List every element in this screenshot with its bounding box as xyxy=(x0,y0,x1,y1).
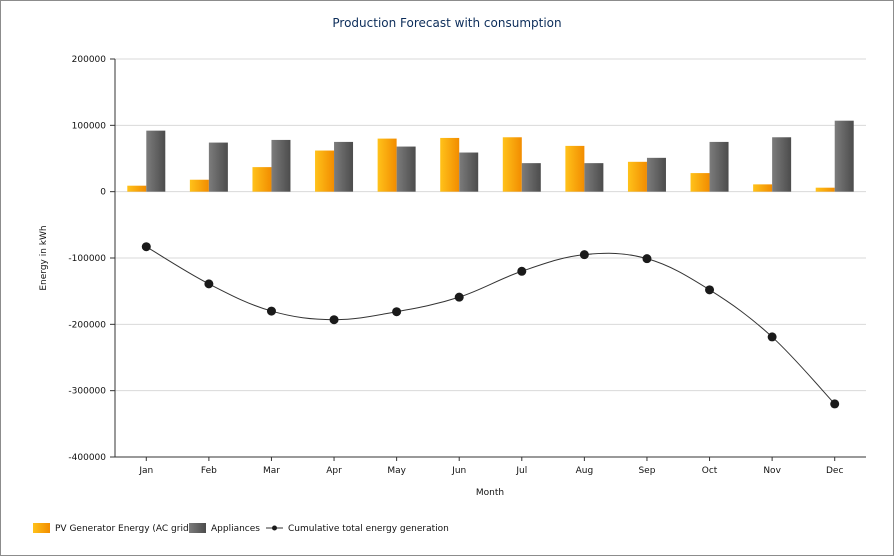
x-tick-label: Oct xyxy=(702,466,718,476)
legend-swatch-point xyxy=(272,525,277,531)
pv-generator-bar xyxy=(627,161,647,192)
axes xyxy=(110,58,866,461)
cumulative-line-group xyxy=(141,242,840,409)
x-tick-label: Nov xyxy=(763,466,781,476)
cumulative-point xyxy=(266,306,276,316)
chart-title: Production Forecast with consumption xyxy=(332,16,562,30)
x-axis-title: Month xyxy=(476,488,504,498)
cumulative-point xyxy=(642,254,652,264)
pv-generator-bar xyxy=(753,184,773,192)
y-tick-label: 100000 xyxy=(72,121,107,131)
cumulative-line xyxy=(146,246,836,405)
appliances-bar xyxy=(709,141,729,192)
cumulative-point xyxy=(517,266,527,276)
x-tick-label: May xyxy=(387,466,406,476)
x-tick-label: Jan xyxy=(138,466,153,476)
y-tick-label: -400000 xyxy=(68,453,106,463)
y-tick-label: -100000 xyxy=(68,254,106,264)
x-tick-label: Apr xyxy=(326,466,342,476)
pv-generator-bar xyxy=(189,179,209,192)
x-tick-label: Feb xyxy=(201,466,217,476)
legend-label-appliances: Appliances xyxy=(211,524,260,534)
pv-generator-bar xyxy=(252,167,272,192)
pv-generator-bar xyxy=(690,173,710,192)
legend: PV Generator Energy (AC grid) Appliances C… xyxy=(33,523,449,534)
pv-generator-bar xyxy=(565,145,585,192)
cumulative-point xyxy=(329,315,339,325)
pv-generator-bar xyxy=(440,137,460,192)
appliances-bar xyxy=(146,130,166,192)
y-tick-label: -200000 xyxy=(68,320,106,330)
gridlines xyxy=(115,58,866,458)
y-tick-label: -300000 xyxy=(68,387,106,397)
x-tick-label: Jul xyxy=(515,466,527,476)
appliances-bar xyxy=(396,146,416,192)
bars-group xyxy=(127,120,854,192)
appliances-bar xyxy=(584,163,604,192)
appliances-bar xyxy=(334,141,354,192)
pv-generator-bar xyxy=(377,138,397,192)
pv-generator-bar xyxy=(127,185,147,192)
y-tick-label: 0 xyxy=(100,188,106,198)
legend-label-pv: PV Generator Energy (AC grid) xyxy=(55,524,192,534)
x-tick-label: Aug xyxy=(576,466,594,476)
cumulative-point xyxy=(141,242,151,252)
legend-swatch-appliances xyxy=(189,523,206,533)
pv-generator-bar xyxy=(502,137,522,192)
y-tick-label: 200000 xyxy=(72,55,107,65)
appliances-bar xyxy=(459,152,479,192)
cumulative-point xyxy=(705,285,715,295)
cumulative-point xyxy=(579,250,589,260)
appliances-bar xyxy=(646,157,666,192)
cumulative-point xyxy=(830,399,840,409)
appliances-bar xyxy=(834,120,854,192)
x-tick-label: Dec xyxy=(826,466,843,476)
pv-generator-bar xyxy=(315,150,335,192)
appliances-bar xyxy=(271,139,291,192)
legend-label-cumulative: Cumulative total energy generation xyxy=(288,524,449,534)
cumulative-point xyxy=(767,332,777,342)
pv-generator-bar xyxy=(815,187,835,192)
x-tick-label: Mar xyxy=(263,466,280,476)
appliances-bar xyxy=(521,163,541,192)
legend-swatch-pv xyxy=(33,523,50,533)
x-tick-label: Jun xyxy=(451,466,466,476)
x-tick-label: Sep xyxy=(638,466,655,476)
tick-labels: 200000 100000 0 -100000 -200000 -300000 -40000… xyxy=(68,55,843,476)
cumulative-point xyxy=(204,279,214,289)
appliances-bar xyxy=(772,137,792,192)
y-axis-title: Energy in kWh xyxy=(39,225,49,290)
appliances-bar xyxy=(208,142,228,192)
cumulative-point xyxy=(392,307,402,317)
cumulative-point xyxy=(454,292,464,302)
